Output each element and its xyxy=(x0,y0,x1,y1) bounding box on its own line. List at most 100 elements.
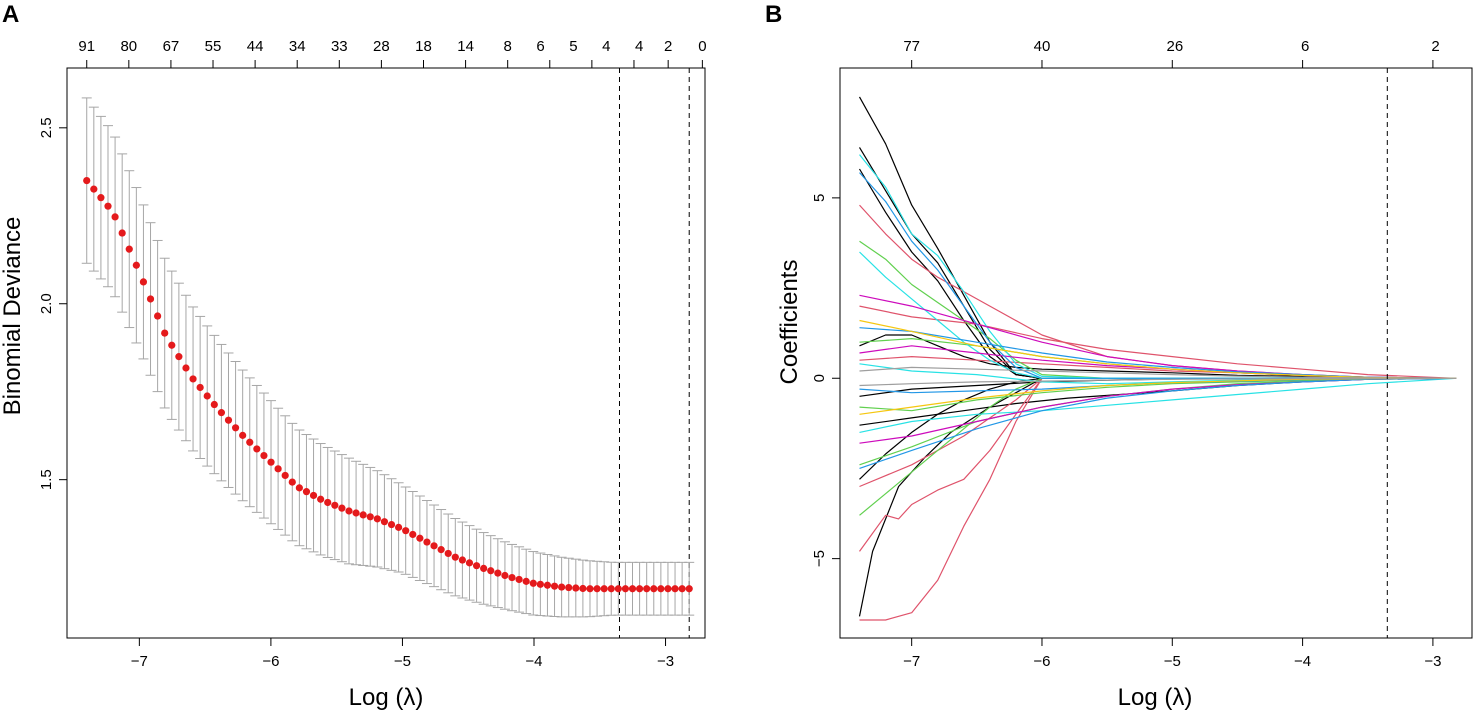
panel-a-deviance-point xyxy=(650,585,658,593)
panel-a-deviance-point xyxy=(239,431,247,439)
panel-a-deviance-point xyxy=(395,523,403,531)
panel-a-deviance-point xyxy=(189,375,197,383)
panel-a-deviance-point xyxy=(409,530,417,539)
panel-b-coefficient-paths xyxy=(858,96,1457,621)
panel-a-deviance-point xyxy=(628,585,637,593)
panel-b-letter: B xyxy=(765,1,782,28)
panel-a-deviance-point xyxy=(196,383,204,392)
panel-a-deviance-point xyxy=(90,185,98,193)
panel-a-deviance-point xyxy=(182,364,190,372)
panel-b-top-tick-label: 40 xyxy=(1034,38,1051,55)
panel-a-cv-deviance-chart: A −7 −6 −5 −4 −3 1.52.02.5 91 80 67 55 44 34 33 28 1… xyxy=(0,1,707,711)
panel-a-deviance-point xyxy=(579,584,587,593)
panel-a-deviance-point xyxy=(231,424,240,432)
panel-b-x-axis: −7 −6 −5 −4 −3 xyxy=(903,637,1441,670)
panel-a-deviance-point xyxy=(437,546,445,554)
panel-a-y-tick-label: 2.5 xyxy=(38,117,55,138)
panel-a-deviance-point xyxy=(345,507,353,515)
panel-a-top-tick-label: 8 xyxy=(504,38,512,55)
panel-a-deviance-point xyxy=(203,392,211,400)
panel-b-y-tick-label: 0 xyxy=(811,374,828,382)
panel-a-deviance-point xyxy=(607,585,615,593)
panel-a-deviance-point xyxy=(586,585,594,593)
panel-a-deviance-point xyxy=(572,584,580,592)
panel-b-coefficient-path-chart: B −7 −6 −5 −4 −3 −5 0 5 77 40 26 6 2 Log (λ) Coeff… xyxy=(765,1,1473,711)
panel-a-deviance-point xyxy=(529,579,537,587)
panel-b-coefficient-path xyxy=(859,172,1457,379)
panel-b-x-tick-label: −3 xyxy=(1424,653,1441,670)
panel-a-deviance-point xyxy=(643,585,651,593)
panel-a-deviance-point xyxy=(309,491,318,500)
panel-a-top-tick-label: 34 xyxy=(289,38,306,55)
panel-a-deviance-points xyxy=(83,176,693,593)
panel-a-deviance-point xyxy=(480,564,488,572)
panel-a-top-tick-label: 67 xyxy=(163,38,180,55)
panel-a-deviance-point xyxy=(253,445,261,453)
panel-a-deviance-point xyxy=(515,575,523,584)
panel-a-top-tick-label: 5 xyxy=(569,38,577,55)
panel-b-coefficient-path xyxy=(859,377,1457,387)
panel-b-coefficient-path xyxy=(859,319,1457,379)
panel-a-deviance-point xyxy=(118,229,126,237)
panel-a-deviance-point xyxy=(416,534,424,542)
panel-a-top-tick-label: 4 xyxy=(602,38,610,55)
panel-a-deviance-point xyxy=(274,465,282,473)
panel-a-deviance-point xyxy=(550,582,559,590)
panel-a-x-tick-label: −7 xyxy=(131,653,148,670)
panel-a-deviance-point xyxy=(359,511,367,519)
panel-a-deviance-point xyxy=(402,527,410,535)
panel-b-coefficient-path xyxy=(859,251,1457,379)
panel-a-deviance-point xyxy=(260,451,268,460)
panel-a-x-tick-label: −5 xyxy=(394,653,411,670)
panel-b-coefficient-path xyxy=(859,377,1457,433)
panel-a-top-tick-label: 55 xyxy=(205,38,222,55)
panel-a-top-tick-label: 14 xyxy=(457,38,474,55)
panel-a-deviance-point xyxy=(494,569,502,577)
panel-a-deviance-point xyxy=(104,202,112,210)
panel-b-x-tick-label: −5 xyxy=(1164,653,1181,670)
panel-a-top-tick-label: 6 xyxy=(536,38,544,55)
panel-a-deviance-point xyxy=(664,585,672,593)
panel-a-deviance-point xyxy=(423,538,431,546)
panel-a-deviance-point xyxy=(458,556,466,564)
panel-a-deviance-point xyxy=(565,583,573,592)
panel-a-top-tick-label: 2 xyxy=(664,38,672,55)
panel-a-deviance-point xyxy=(338,504,346,512)
panel-a-deviance-point xyxy=(657,585,665,593)
panel-a-deviance-point xyxy=(543,581,552,589)
panel-a-top-axis: 91 80 67 55 44 34 33 28 18 14 8 6 5 4 4 2 0 xyxy=(78,38,707,69)
panel-a-deviance-point xyxy=(97,194,105,202)
panel-b-coefficient-path xyxy=(859,377,1457,552)
panel-a-deviance-point xyxy=(373,515,381,523)
panel-b-y-axis: −5 0 5 xyxy=(811,194,841,567)
panel-b-coefficient-path xyxy=(859,377,1457,469)
panel-a-deviance-point xyxy=(217,409,226,417)
panel-a-top-tick-label: 33 xyxy=(331,38,348,55)
panel-b-coefficient-path xyxy=(859,366,1457,379)
panel-b-top-tick-label: 6 xyxy=(1301,38,1309,55)
panel-a-top-tick-label: 0 xyxy=(698,38,706,55)
panel-b-top-tick-label: 26 xyxy=(1167,38,1184,55)
panel-a-deviance-point xyxy=(111,213,119,221)
panel-a-deviance-point xyxy=(139,278,148,286)
panel-a-deviance-point xyxy=(451,553,459,561)
panel-a-top-tick-label: 44 xyxy=(247,38,264,55)
panel-a-deviance-point xyxy=(125,245,133,253)
panel-b-x-tick-label: −6 xyxy=(1033,653,1050,670)
panel-a-deviance-point xyxy=(465,559,474,567)
panel-a-deviance-point xyxy=(430,542,438,550)
panel-a-deviance-point xyxy=(522,577,530,585)
panel-a-deviance-point xyxy=(558,583,566,591)
panel-a-deviance-point xyxy=(281,471,289,480)
panel-a-deviance-point xyxy=(210,400,218,409)
panel-a-deviance-point xyxy=(246,438,254,446)
panel-a-deviance-point xyxy=(472,562,481,570)
panel-b-top-tick-label: 2 xyxy=(1431,38,1439,55)
panel-a-deviance-point xyxy=(324,498,332,507)
panel-a-deviance-point xyxy=(83,176,91,185)
panel-a-deviance-point xyxy=(288,478,296,486)
panel-a-deviance-point xyxy=(352,509,360,517)
panel-a-top-tick-label: 18 xyxy=(415,38,432,55)
